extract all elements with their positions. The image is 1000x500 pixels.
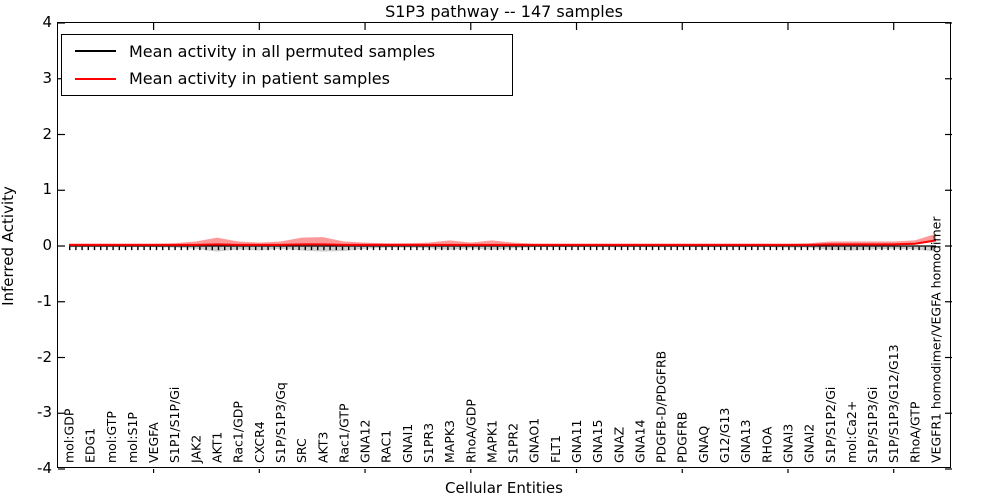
x-tick-label: CXCR4 [252,421,267,463]
x-tick-label: MAPK3 [442,420,457,463]
patient-line-swatch [75,77,116,80]
x-tick-label: GNA15 [590,420,605,464]
x-tick-label: SRC [294,438,309,463]
x-tick-label: mol:S1P [125,412,140,463]
x-tick-label: GNAI2 [802,424,817,463]
x-tick-label: GNA14 [632,419,647,463]
x-tick-label: GNAZ [611,427,626,463]
x-tick-label: FLT1 [548,435,563,463]
x-tick-label: GNAI1 [400,424,415,463]
legend-item-patient: Mean activity in patient samples [62,65,512,92]
x-tick-label: AKT3 [315,432,330,463]
y-tick-label: 1 [42,180,52,199]
x-tick-label: S1P/S1P3/G12/G13 [886,344,901,463]
x-tick-label: VEGFA [146,422,161,463]
y-tick-label: -1 [37,291,52,310]
legend: Mean activity in all permuted samples Me… [61,34,513,96]
chart-canvas: mol:GDP EDG1 mol:GTP mol:S1P VEGFA S1P1/S1P/G… [58,22,952,473]
x-tick-label: GNA13 [738,420,753,464]
x-tick-label: GNAQ [696,426,711,463]
y-tick-label: 2 [42,124,52,143]
plot-area: mol:GDP EDG1 mol:GTP mol:S1P VEGFA S1P1/S1P/G… [57,22,952,473]
x-tick-label: mol:Ca2+ [844,401,859,463]
x-tick-label: JAK2 [188,435,203,464]
x-tick-label: RhoA/GTP [907,401,922,463]
patient-mean-line [69,239,937,246]
y-tick-label: 4 [42,13,52,31]
x-tick-label: G12/G13 [717,408,732,463]
legend-label-patient: Mean activity in patient samples [129,69,390,89]
x-tick-label: EDG1 [83,428,98,463]
x-tick-label: Rac1/GTP [336,403,351,463]
permuted-variability-band [69,246,936,252]
x-tick-label: S1P1/S1P/Gi [167,387,182,463]
x-tick-label: S1P/S1P2/Gi [823,387,838,463]
x-axis-title: Cellular Entities [445,479,563,497]
x-tick-label: GNAO1 [527,418,542,463]
x-tick-label: VEGFR1 homodimer/VEGFA homodimer [929,216,944,463]
permuted-line-swatch [75,50,116,53]
patient-variability-band [69,233,936,246]
x-tick-label: S1PR3 [421,423,436,463]
x-tick-label: PDGFRB [675,412,690,463]
x-tick-label: GNA11 [569,420,584,464]
x-tick-label: RAC1 [379,430,394,463]
legend-label-permuted: Mean activity in all permuted samples [129,41,436,61]
x-tick-label: MAPK1 [484,420,499,463]
chart-title: S1P3 pathway -- 147 samples [385,2,623,21]
x-tick-label: mol:GTP [104,411,119,463]
x-tick-label: GNA12 [358,420,373,464]
x-tick-label: S1PR2 [506,423,521,463]
y-tick-label: -4 [37,459,52,477]
x-tick-label: RHOA [759,426,774,463]
x-tick-label: mol:GDP [62,408,77,463]
y-tick-label: 3 [42,68,52,87]
x-tick-label: S1P/S1P3/Gq [273,382,288,463]
y-tick-label: -3 [37,403,52,422]
x-tick-label: PDGFB-D/PDGFRB [654,351,669,463]
legend-item-permuted: Mean activity in all permuted samples [62,38,512,65]
x-tick-label: GNAI3 [780,424,795,463]
x-tick-label: RhoA/GDP [463,399,478,463]
y-tick-label: 0 [42,236,52,254]
x-tick-label: AKT1 [210,432,225,463]
x-tick-label: S1P/S1P3/Gi [865,387,880,463]
y-tick-label: -2 [37,347,52,366]
x-tick-label: Rac1/GDP [231,401,246,463]
